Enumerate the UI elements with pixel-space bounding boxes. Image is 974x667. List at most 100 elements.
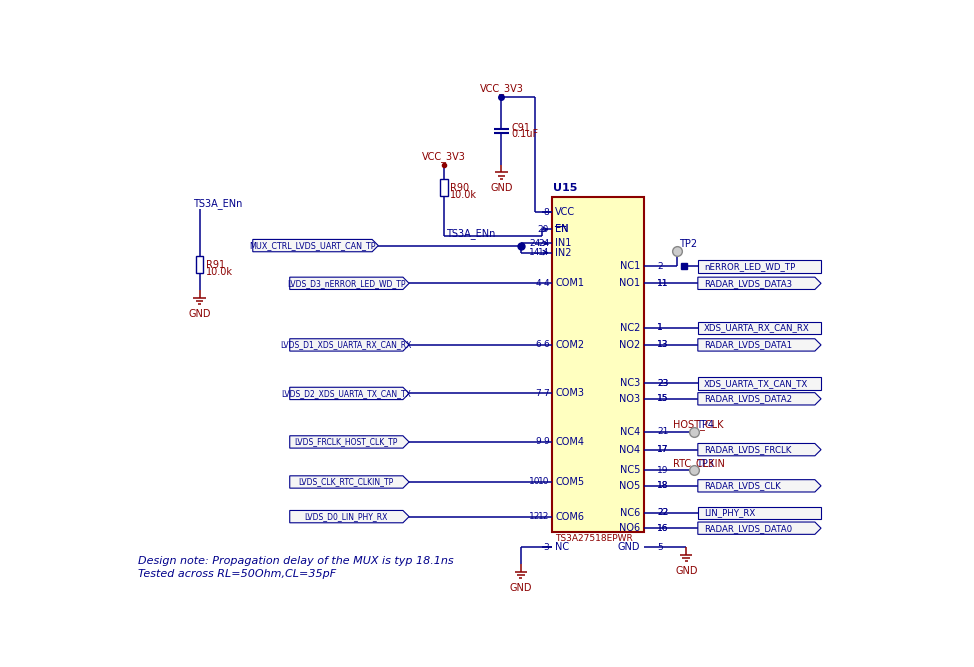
- Text: RADAR_LVDS_FRCLK: RADAR_LVDS_FRCLK: [704, 445, 791, 454]
- Text: 13: 13: [657, 340, 668, 350]
- Text: 16: 16: [657, 524, 668, 533]
- Text: 10.0k: 10.0k: [450, 190, 477, 200]
- Text: RTC_CLKIN: RTC_CLKIN: [673, 458, 725, 469]
- Text: TP4: TP4: [696, 420, 714, 430]
- Text: GND: GND: [509, 583, 532, 593]
- Polygon shape: [253, 239, 378, 251]
- Text: 11: 11: [657, 279, 668, 288]
- Text: 6: 6: [535, 340, 541, 350]
- Bar: [697, 507, 821, 519]
- Text: LVDS_CLK_RTC_CLKIN_TP: LVDS_CLK_RTC_CLKIN_TP: [299, 478, 393, 486]
- Text: 14: 14: [530, 248, 541, 257]
- Text: COM3: COM3: [555, 388, 584, 398]
- Text: 9: 9: [543, 438, 549, 446]
- Text: 22: 22: [657, 508, 668, 518]
- Text: GND: GND: [618, 542, 640, 552]
- Text: 18: 18: [657, 482, 668, 490]
- Text: GND: GND: [490, 183, 512, 193]
- Text: 15: 15: [657, 394, 668, 404]
- Text: C91: C91: [511, 123, 531, 133]
- Text: 10: 10: [529, 478, 541, 486]
- Text: 17: 17: [657, 445, 668, 454]
- Text: NO2: NO2: [618, 340, 640, 350]
- Text: 9: 9: [535, 438, 541, 446]
- Polygon shape: [697, 393, 821, 405]
- Text: 12: 12: [530, 512, 541, 521]
- Text: GND: GND: [675, 566, 697, 576]
- Polygon shape: [289, 339, 409, 351]
- Text: 6: 6: [543, 340, 549, 350]
- Text: 12: 12: [538, 512, 549, 521]
- Polygon shape: [289, 510, 409, 523]
- Text: COM5: COM5: [555, 477, 584, 487]
- Text: 2: 2: [657, 262, 662, 271]
- Text: 1: 1: [657, 323, 662, 332]
- Text: COM1: COM1: [555, 278, 584, 288]
- Text: 7: 7: [543, 389, 549, 398]
- Text: NO5: NO5: [618, 481, 640, 491]
- Text: 23: 23: [657, 379, 668, 388]
- Text: NO4: NO4: [618, 445, 640, 455]
- Bar: [697, 378, 821, 390]
- Text: NC1: NC1: [619, 261, 640, 271]
- Text: 14: 14: [538, 248, 549, 257]
- Bar: [697, 321, 821, 334]
- Text: EN: EN: [555, 224, 569, 234]
- Text: LVDS_D2_XDS_UARTA_TX_CAN_TX: LVDS_D2_XDS_UARTA_TX_CAN_TX: [281, 389, 411, 398]
- Bar: [697, 260, 821, 273]
- Text: VCC: VCC: [555, 207, 576, 217]
- Text: 15: 15: [657, 394, 668, 404]
- Text: 23: 23: [657, 379, 668, 388]
- Text: 0.1uF: 0.1uF: [511, 129, 539, 139]
- Text: EN: EN: [555, 224, 569, 234]
- Text: NO1: NO1: [618, 278, 640, 288]
- Polygon shape: [697, 339, 821, 351]
- Text: TP3: TP3: [696, 459, 714, 469]
- Text: 1: 1: [657, 323, 662, 332]
- Text: NC2: NC2: [619, 323, 640, 333]
- Text: VCC_3V3: VCC_3V3: [422, 151, 466, 161]
- Text: GND: GND: [188, 309, 211, 319]
- Polygon shape: [697, 480, 821, 492]
- Text: XDS_UARTA_TX_CAN_TX: XDS_UARTA_TX_CAN_TX: [704, 379, 808, 388]
- Polygon shape: [697, 522, 821, 534]
- Text: TS3A_ENn: TS3A_ENn: [446, 228, 496, 239]
- Text: TS3A_ENn: TS3A_ENn: [194, 197, 243, 209]
- Polygon shape: [289, 277, 409, 289]
- Text: COM2: COM2: [555, 340, 584, 350]
- Text: 20: 20: [538, 225, 549, 234]
- Text: 4: 4: [543, 279, 549, 288]
- Text: NO3: NO3: [618, 394, 640, 404]
- Text: 7: 7: [535, 389, 541, 398]
- Text: HOST_CLK: HOST_CLK: [673, 420, 724, 430]
- Text: NC3: NC3: [619, 378, 640, 388]
- Text: LVDS_D0_LIN_PHY_RX: LVDS_D0_LIN_PHY_RX: [305, 512, 388, 521]
- Text: RADAR_LVDS_DATA3: RADAR_LVDS_DATA3: [704, 279, 792, 288]
- Text: RADAR_LVDS_CLK: RADAR_LVDS_CLK: [704, 482, 781, 490]
- Polygon shape: [289, 436, 409, 448]
- Text: 10: 10: [538, 478, 549, 486]
- Text: IN1: IN1: [555, 238, 572, 248]
- Polygon shape: [697, 444, 821, 456]
- Text: TS3A27518EPWR: TS3A27518EPWR: [554, 534, 632, 544]
- Text: XDS_UARTA_RX_CAN_RX: XDS_UARTA_RX_CAN_RX: [704, 323, 809, 332]
- Text: 5: 5: [657, 543, 662, 552]
- Text: RADAR_LVDS_DATA2: RADAR_LVDS_DATA2: [704, 394, 792, 404]
- Text: 8: 8: [543, 208, 549, 217]
- Text: 19: 19: [657, 466, 668, 475]
- Polygon shape: [289, 388, 409, 400]
- Text: VCC_3V3: VCC_3V3: [479, 83, 523, 94]
- Text: COM6: COM6: [555, 512, 584, 522]
- Text: 21: 21: [657, 428, 668, 436]
- Text: IN2: IN2: [555, 247, 572, 257]
- Text: U15: U15: [553, 183, 578, 193]
- Text: 3: 3: [543, 543, 549, 552]
- Text: NC5: NC5: [619, 466, 640, 476]
- Polygon shape: [697, 277, 821, 289]
- Text: R90: R90: [450, 183, 469, 193]
- Text: 17: 17: [657, 445, 668, 454]
- Text: LVDS_FRCLK_HOST_CLK_TP: LVDS_FRCLK_HOST_CLK_TP: [295, 438, 398, 446]
- Text: 22: 22: [657, 508, 668, 518]
- Polygon shape: [289, 476, 409, 488]
- Bar: [551, 197, 644, 532]
